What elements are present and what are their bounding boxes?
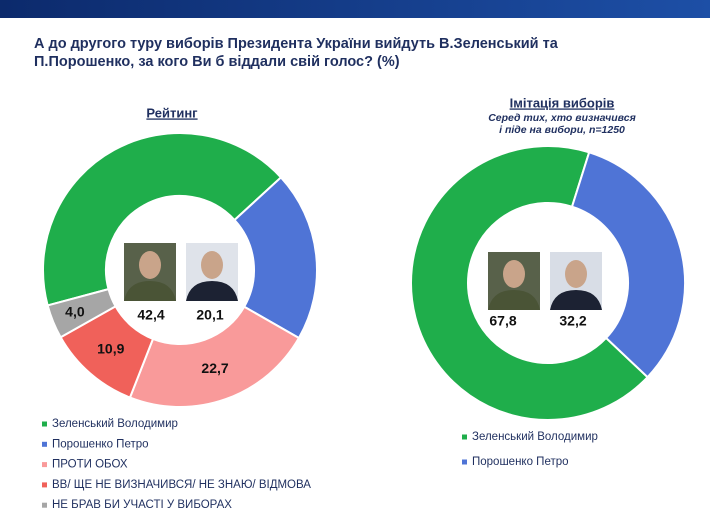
value-label: 32,2 bbox=[559, 313, 586, 329]
value-label: 20,1 bbox=[196, 307, 223, 323]
legend-marker bbox=[462, 459, 467, 465]
chart-note: Серед тих, хто визначився bbox=[488, 112, 636, 124]
photo-body bbox=[550, 290, 602, 310]
legend-label: НЕ БРАВ БИ УЧАСТІ У ВИБОРАХ bbox=[52, 499, 232, 511]
legend-label: Порошенко Петро bbox=[472, 456, 569, 468]
value-label: 4,0 bbox=[65, 304, 85, 320]
header-bar bbox=[0, 0, 710, 18]
photo-body bbox=[186, 281, 238, 301]
legend-label: Зеленський Володимир bbox=[472, 431, 598, 443]
legend-marker bbox=[42, 502, 47, 508]
legend-label: Порошенко Петро bbox=[52, 438, 149, 450]
legend-marker bbox=[42, 441, 47, 447]
donut-segment bbox=[410, 145, 649, 421]
value-label: 10,9 bbox=[97, 340, 124, 356]
legend-marker bbox=[42, 482, 47, 488]
photo-body bbox=[124, 281, 176, 301]
legend-label: ПРОТИ ОБОХ bbox=[52, 459, 128, 471]
donut-segment bbox=[128, 305, 301, 408]
value-label: 22,7 bbox=[201, 360, 228, 376]
value-label: 67,8 bbox=[489, 313, 516, 329]
donut-segment bbox=[570, 151, 686, 379]
title-line: А до другого туру виборів Президента Укр… bbox=[34, 36, 559, 52]
legend-label: ВВ/ ЩЕ НЕ ВИЗНАЧИВСЯ/ НЕ ЗНАЮ/ ВІДМОВА bbox=[52, 479, 311, 491]
chart-subtitle: Рейтинг bbox=[146, 105, 198, 120]
value-label: 42,4 bbox=[137, 307, 164, 323]
legend-label: Зеленський Володимир bbox=[52, 418, 178, 430]
photo-face bbox=[565, 260, 587, 288]
photo-body bbox=[488, 290, 540, 310]
legend-marker bbox=[462, 434, 467, 440]
legend-marker bbox=[42, 462, 47, 468]
donut-segment bbox=[46, 287, 117, 339]
photo-face bbox=[503, 260, 525, 288]
photo-face bbox=[201, 251, 223, 279]
photo-face bbox=[139, 251, 161, 279]
donut-segment bbox=[42, 132, 283, 307]
title-line: П.Порошенко, за кого Ви б віддали свій г… bbox=[34, 54, 400, 70]
chart-note: і піде на вибори, n=1250 bbox=[499, 124, 625, 136]
chart-subtitle: Імітація виборів bbox=[510, 95, 615, 110]
legend-marker bbox=[42, 421, 47, 427]
